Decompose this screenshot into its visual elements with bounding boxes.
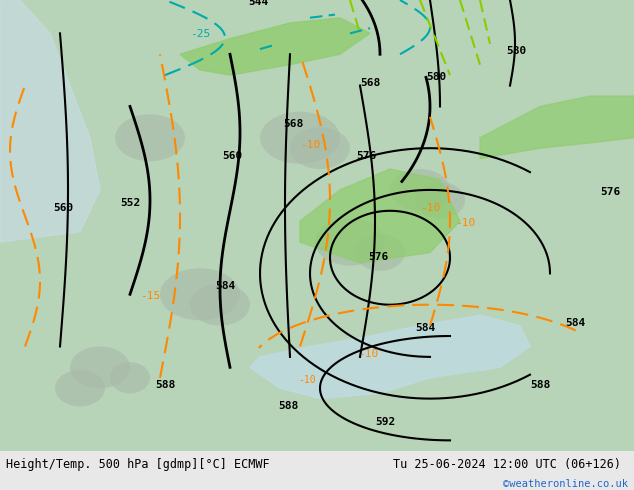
Text: 592: 592 bbox=[375, 416, 395, 427]
Ellipse shape bbox=[390, 169, 450, 211]
Text: -10: -10 bbox=[300, 140, 320, 150]
Ellipse shape bbox=[415, 182, 465, 219]
Ellipse shape bbox=[160, 268, 240, 320]
Polygon shape bbox=[250, 315, 530, 399]
Text: 588: 588 bbox=[278, 401, 298, 411]
Ellipse shape bbox=[70, 346, 130, 388]
Polygon shape bbox=[0, 0, 100, 242]
Text: 588: 588 bbox=[530, 380, 550, 390]
Text: 560: 560 bbox=[53, 203, 74, 213]
Ellipse shape bbox=[110, 362, 150, 393]
Ellipse shape bbox=[115, 114, 185, 161]
Ellipse shape bbox=[190, 284, 250, 325]
Text: 544: 544 bbox=[248, 0, 268, 7]
Text: -10: -10 bbox=[358, 349, 378, 359]
Ellipse shape bbox=[260, 112, 340, 164]
Ellipse shape bbox=[55, 370, 105, 406]
Text: 580: 580 bbox=[506, 46, 526, 56]
Text: 568: 568 bbox=[360, 77, 380, 88]
Ellipse shape bbox=[355, 234, 405, 271]
Ellipse shape bbox=[290, 127, 350, 169]
Text: 588: 588 bbox=[155, 380, 175, 390]
Text: -10: -10 bbox=[298, 375, 316, 385]
Text: 568: 568 bbox=[283, 119, 303, 129]
Text: 552: 552 bbox=[120, 197, 140, 208]
Text: ©weatheronline.co.uk: ©weatheronline.co.uk bbox=[503, 479, 628, 489]
Text: 580: 580 bbox=[426, 73, 446, 82]
Text: 576: 576 bbox=[600, 187, 620, 197]
Text: 584: 584 bbox=[415, 323, 436, 333]
Text: Height/Temp. 500 hPa [gdmp][°C] ECMWF: Height/Temp. 500 hPa [gdmp][°C] ECMWF bbox=[6, 458, 270, 471]
Text: 576: 576 bbox=[368, 252, 388, 262]
Text: -10: -10 bbox=[420, 203, 440, 213]
Ellipse shape bbox=[315, 219, 385, 266]
Text: -25: -25 bbox=[190, 28, 210, 39]
Polygon shape bbox=[300, 169, 460, 263]
Text: 584: 584 bbox=[565, 318, 585, 328]
Text: Tu 25-06-2024 12:00 UTC (06+126): Tu 25-06-2024 12:00 UTC (06+126) bbox=[393, 458, 621, 471]
Text: -15: -15 bbox=[140, 292, 160, 301]
Text: 576: 576 bbox=[356, 150, 376, 161]
Text: 560: 560 bbox=[222, 150, 242, 161]
Polygon shape bbox=[480, 96, 634, 159]
Polygon shape bbox=[180, 18, 370, 75]
Text: -10: -10 bbox=[455, 219, 476, 228]
Text: 584: 584 bbox=[215, 281, 235, 291]
